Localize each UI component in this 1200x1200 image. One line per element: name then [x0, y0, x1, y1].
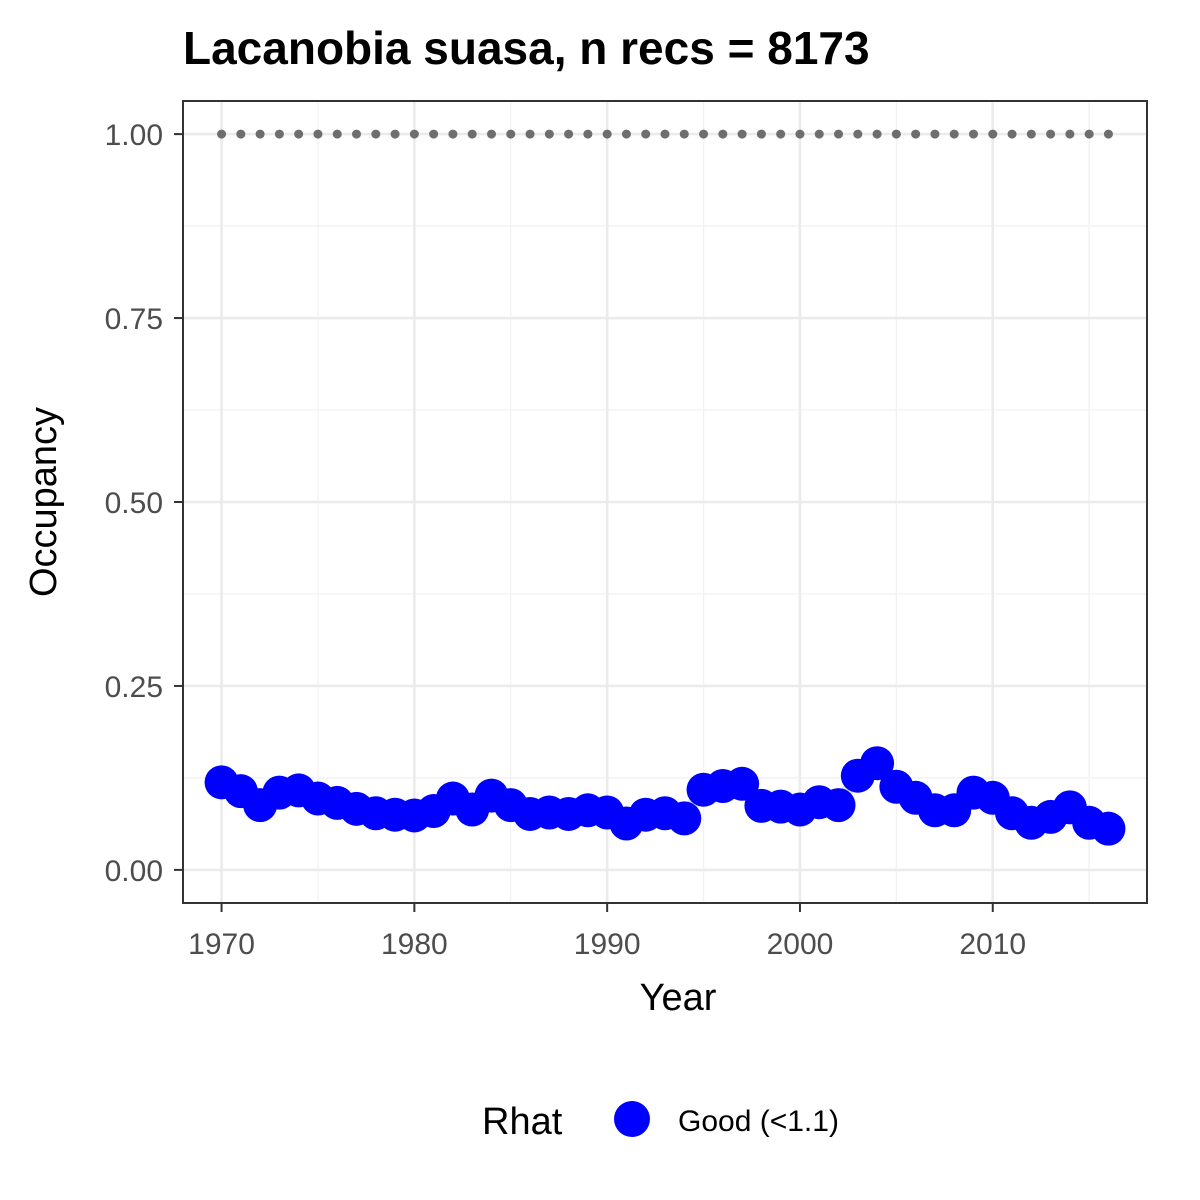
upper-bound-point — [1046, 129, 1056, 139]
upper-bound-point — [429, 129, 439, 139]
upper-bound-point — [274, 129, 284, 139]
upper-bound-point — [949, 129, 959, 139]
upper-bound-point — [660, 129, 670, 139]
occupancy-point — [1091, 811, 1126, 846]
upper-bound-point — [371, 129, 381, 139]
legend-label-good: Good (<1.1) — [678, 1105, 839, 1138]
occupancy-point — [821, 788, 856, 823]
upper-bound-point — [1026, 129, 1036, 139]
x-tick-label: 1990 — [574, 928, 641, 961]
y-tick-label: 0.00 — [105, 855, 163, 888]
x-tick-label: 1970 — [188, 928, 255, 961]
y-axis-title: Occupancy — [23, 407, 65, 597]
upper-bound-point — [834, 129, 844, 139]
upper-bound-point — [718, 129, 728, 139]
upper-bound-point — [641, 129, 651, 139]
upper-bound-point — [467, 129, 477, 139]
occupancy-point — [860, 746, 895, 781]
upper-bound-point — [486, 129, 496, 139]
occupancy-point — [667, 801, 702, 836]
y-tick-label: 0.25 — [105, 671, 163, 704]
upper-bound-point — [525, 129, 535, 139]
upper-bound-point — [968, 129, 978, 139]
plot-panel — [182, 100, 1148, 904]
upper-bound-point — [737, 129, 747, 139]
x-tick-label: 1980 — [381, 928, 448, 961]
upper-bound-point — [1007, 129, 1017, 139]
x-axis-title: Year — [640, 977, 717, 1019]
upper-bound-point — [506, 129, 516, 139]
upper-bound-point — [679, 129, 689, 139]
upper-bound-point — [352, 129, 362, 139]
upper-bound-point — [583, 129, 593, 139]
upper-bound-point — [911, 129, 921, 139]
y-axis: 0.00 0.25 0.50 0.75 1.00 — [105, 119, 183, 888]
upper-bound-point — [544, 129, 554, 139]
upper-bound-point — [1084, 129, 1094, 139]
upper-bound-point — [699, 129, 709, 139]
upper-bound-point — [814, 129, 824, 139]
x-tick-label: 2010 — [959, 928, 1026, 961]
upper-bound-point — [313, 129, 323, 139]
occupancy-point — [725, 766, 760, 801]
upper-bound-point — [217, 129, 227, 139]
upper-bound-point — [409, 129, 419, 139]
upper-bound-point — [1065, 129, 1075, 139]
upper-bound-point — [332, 129, 342, 139]
upper-bound-point — [872, 129, 882, 139]
x-tick-label: 2000 — [767, 928, 834, 961]
upper-bound-point — [1103, 129, 1113, 139]
upper-bound-point — [621, 129, 631, 139]
legend: Rhat Good (<1.1) — [482, 1101, 839, 1143]
upper-bound-point — [236, 129, 246, 139]
upper-bound-point — [776, 129, 786, 139]
upper-bound-point — [602, 129, 612, 139]
upper-bound-point — [891, 129, 901, 139]
legend-title: Rhat — [482, 1101, 563, 1143]
chart-title: Lacanobia suasa, n recs = 8173 — [183, 22, 870, 74]
y-tick-label: 0.50 — [105, 487, 163, 520]
upper-bound-point — [795, 129, 805, 139]
y-tick-label: 1.00 — [105, 119, 163, 152]
upper-bound-point — [930, 129, 940, 139]
occupancy-points — [204, 746, 1126, 846]
upper-bound-point — [564, 129, 574, 139]
x-axis: 1970 1980 1990 2000 2010 — [188, 903, 1026, 961]
upper-bound-point — [255, 129, 265, 139]
upper-bound-point — [853, 129, 863, 139]
legend-key-good — [614, 1101, 650, 1137]
upper-bound-point — [756, 129, 766, 139]
upper-bound-point — [390, 129, 400, 139]
upper-bound-points — [217, 129, 1113, 139]
upper-bound-point — [448, 129, 458, 139]
upper-bound-point — [988, 129, 998, 139]
y-tick-label: 0.75 — [105, 303, 163, 336]
upper-bound-point — [294, 129, 304, 139]
